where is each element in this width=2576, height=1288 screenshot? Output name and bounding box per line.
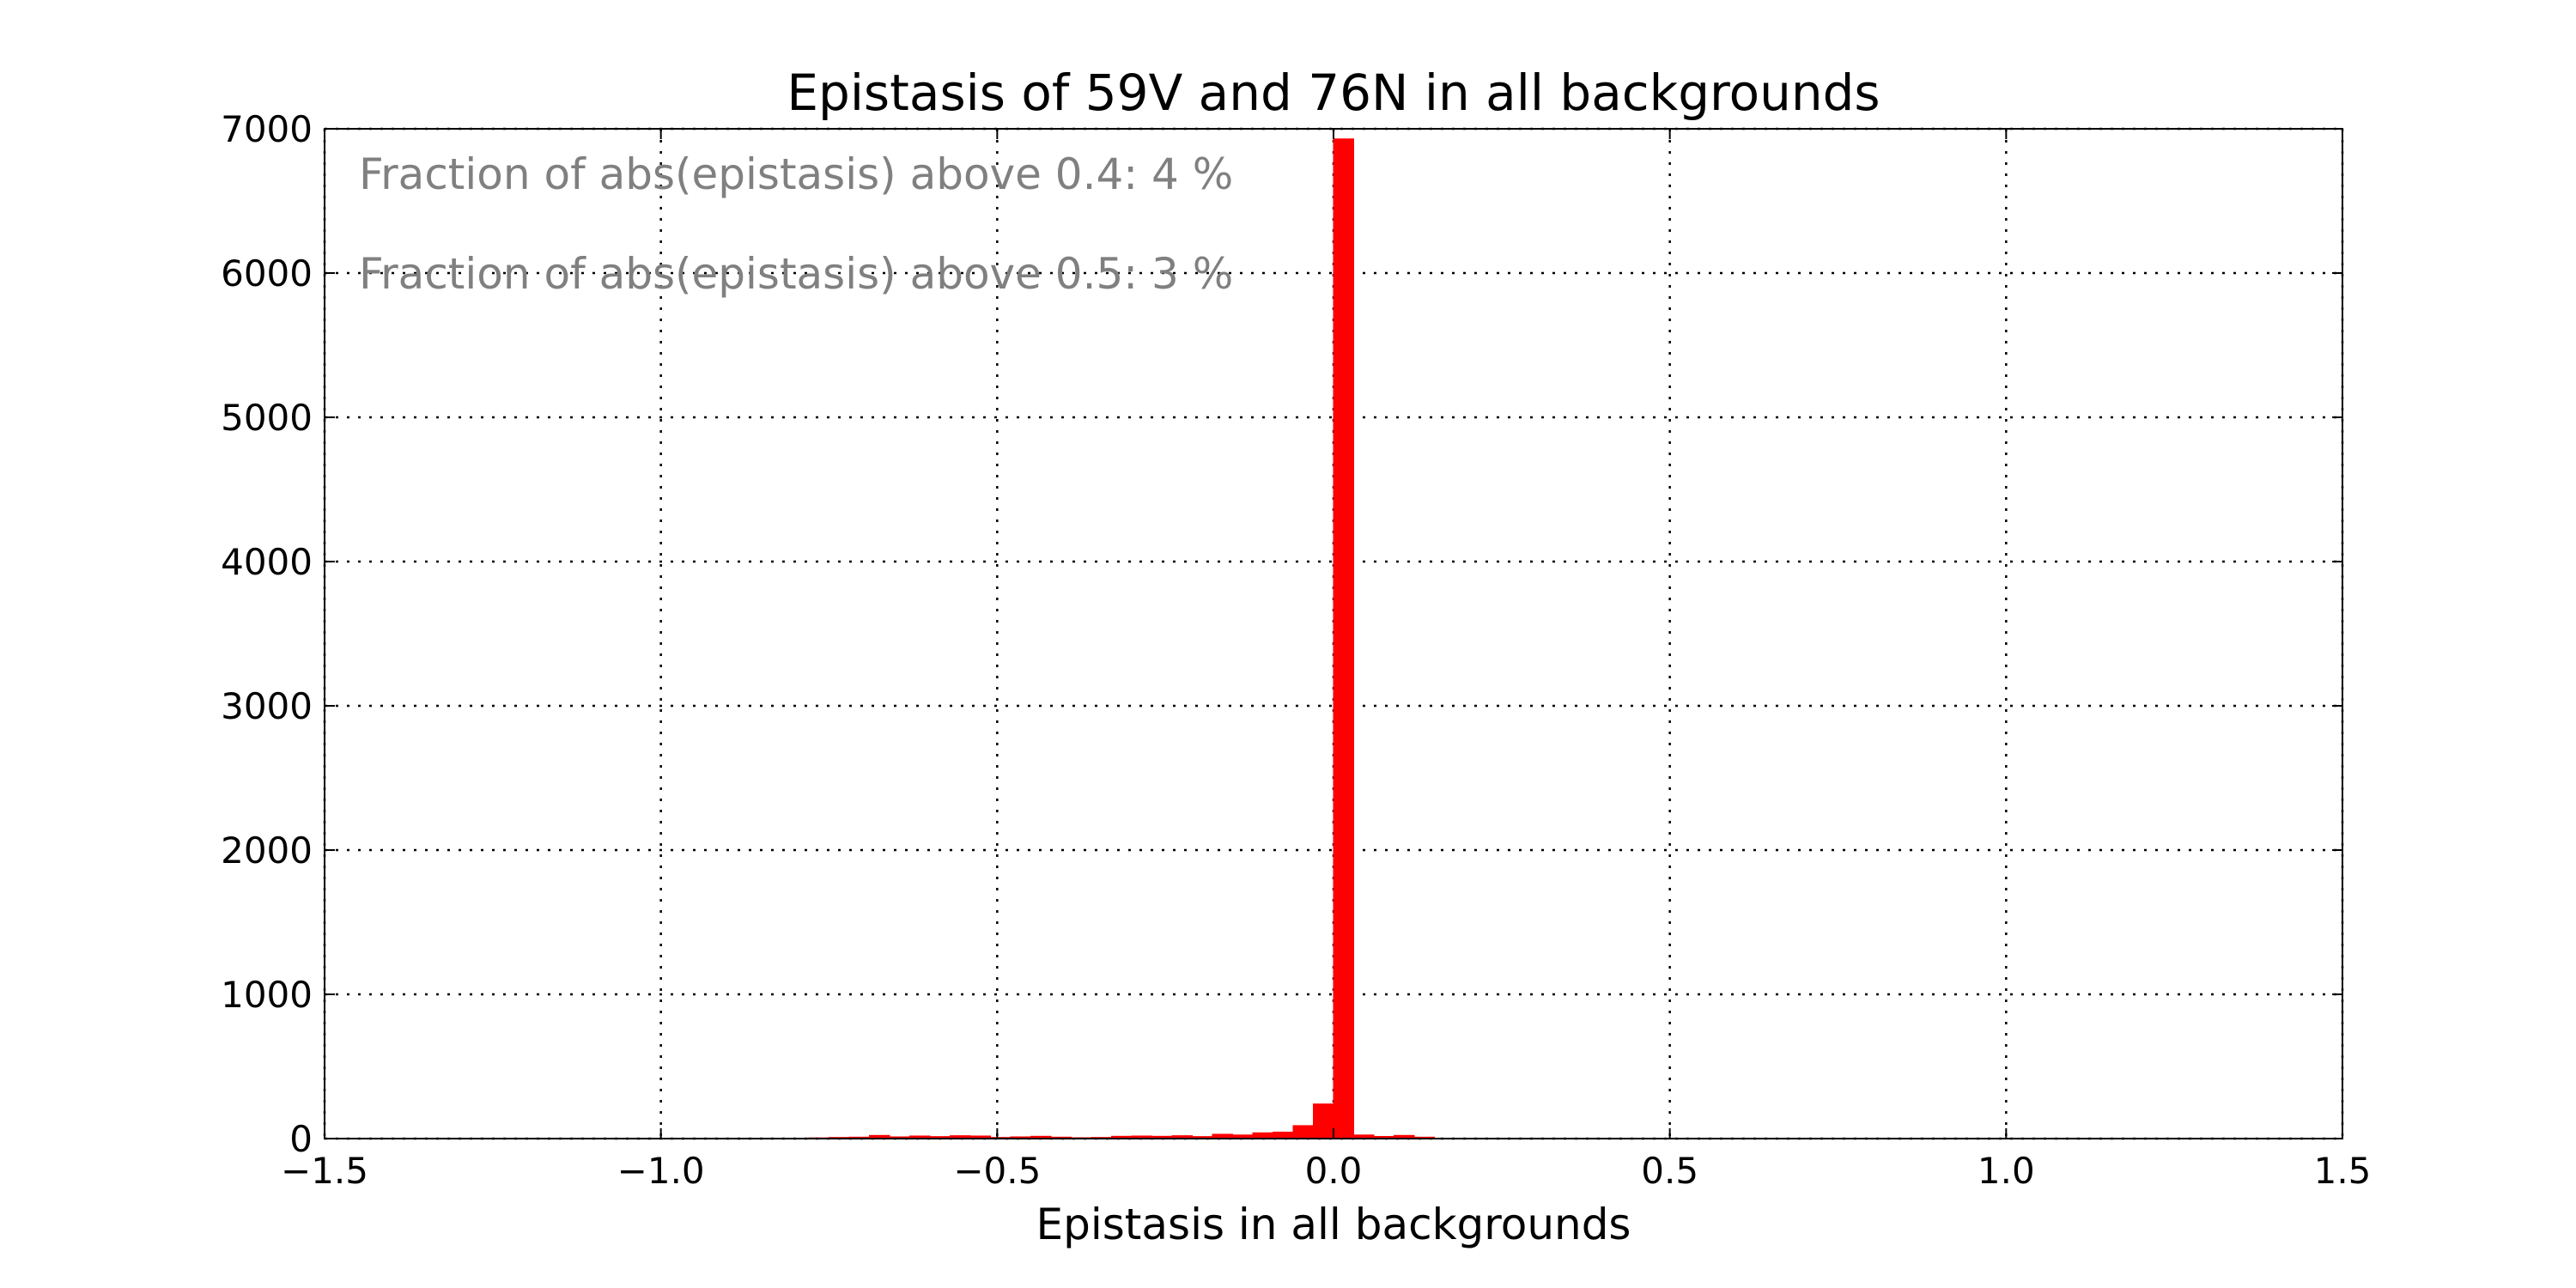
histogram-bar [1273,1131,1294,1139]
histogram-bar [1333,138,1354,1139]
y-tick-label: 6000 [221,252,313,295]
x-tick-label: 0.5 [1641,1150,1698,1192]
ticks-layer: −1.5 −1.0 −0.5 0.0 0.5 1.0 1.5 0 1000 2000 3000 400… [221,108,2371,1192]
y-tick-label: 7000 [221,108,313,150]
x-tick-label: 1.5 [2314,1150,2372,1192]
y-tick-label: 3000 [221,685,313,727]
x-axis-title: Epistasis in all backgrounds [1036,1200,1631,1249]
x-tick-label: −1.5 [281,1150,368,1192]
x-tick-label: −0.5 [953,1150,1041,1192]
x-tick-label: 0.0 [1305,1150,1363,1192]
y-tick-label: 5000 [221,397,313,439]
histogram-bar [1252,1132,1273,1139]
annotation-fraction-above-0-5: Fraction of abs(epistasis) above 0.5: 3 … [359,249,1233,299]
chart-title: Epistasis of 59V and 76N in all backgrou… [787,64,1880,122]
x-tick-label: −1.0 [617,1150,705,1192]
y-tick-label: 1000 [221,974,313,1016]
y-tick-label: 0 [289,1118,313,1160]
histogram-bar [1292,1125,1314,1139]
y-tick-label: 2000 [221,829,313,872]
x-tick-label: 1.0 [1978,1150,2035,1192]
annotation-fraction-above-0-4: Fraction of abs(epistasis) above 0.4: 4 … [359,149,1233,199]
histogram-bar [1313,1103,1334,1139]
y-tick-label: 4000 [221,541,313,583]
